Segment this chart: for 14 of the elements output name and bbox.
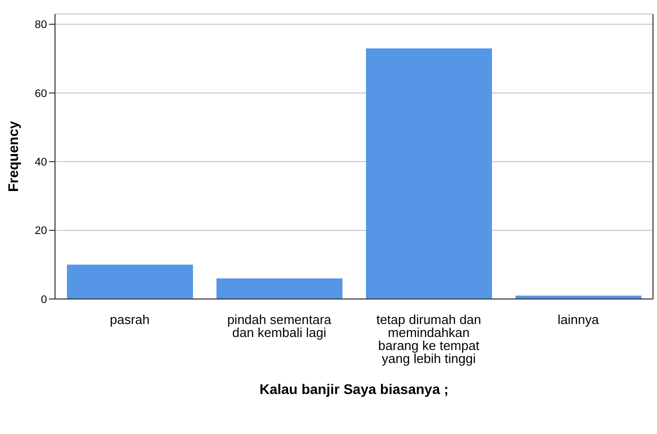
y-axis-title: Frequency — [4, 120, 21, 192]
y-tick-label: 80 — [34, 19, 47, 32]
x-axis-title: Kalau banjir Saya biasanya ; — [259, 381, 449, 397]
y-tick-label: 60 — [34, 88, 47, 100]
x-tick-label: lainnya — [558, 312, 600, 328]
x-tick-label: pindah sementara dan kembali lagi — [227, 312, 332, 340]
x-tick-label: pasrah — [110, 312, 150, 328]
bar — [366, 48, 492, 299]
y-tick-label: 40 — [34, 156, 47, 169]
y-tick-label: 0 — [40, 294, 47, 306]
bar — [216, 278, 342, 299]
y-tick-label: 20 — [34, 225, 47, 238]
bar — [66, 264, 193, 299]
x-tick-label: tetap dirumah dan memindahkan barang ke tempat yang lebih tinggi — [376, 312, 482, 366]
